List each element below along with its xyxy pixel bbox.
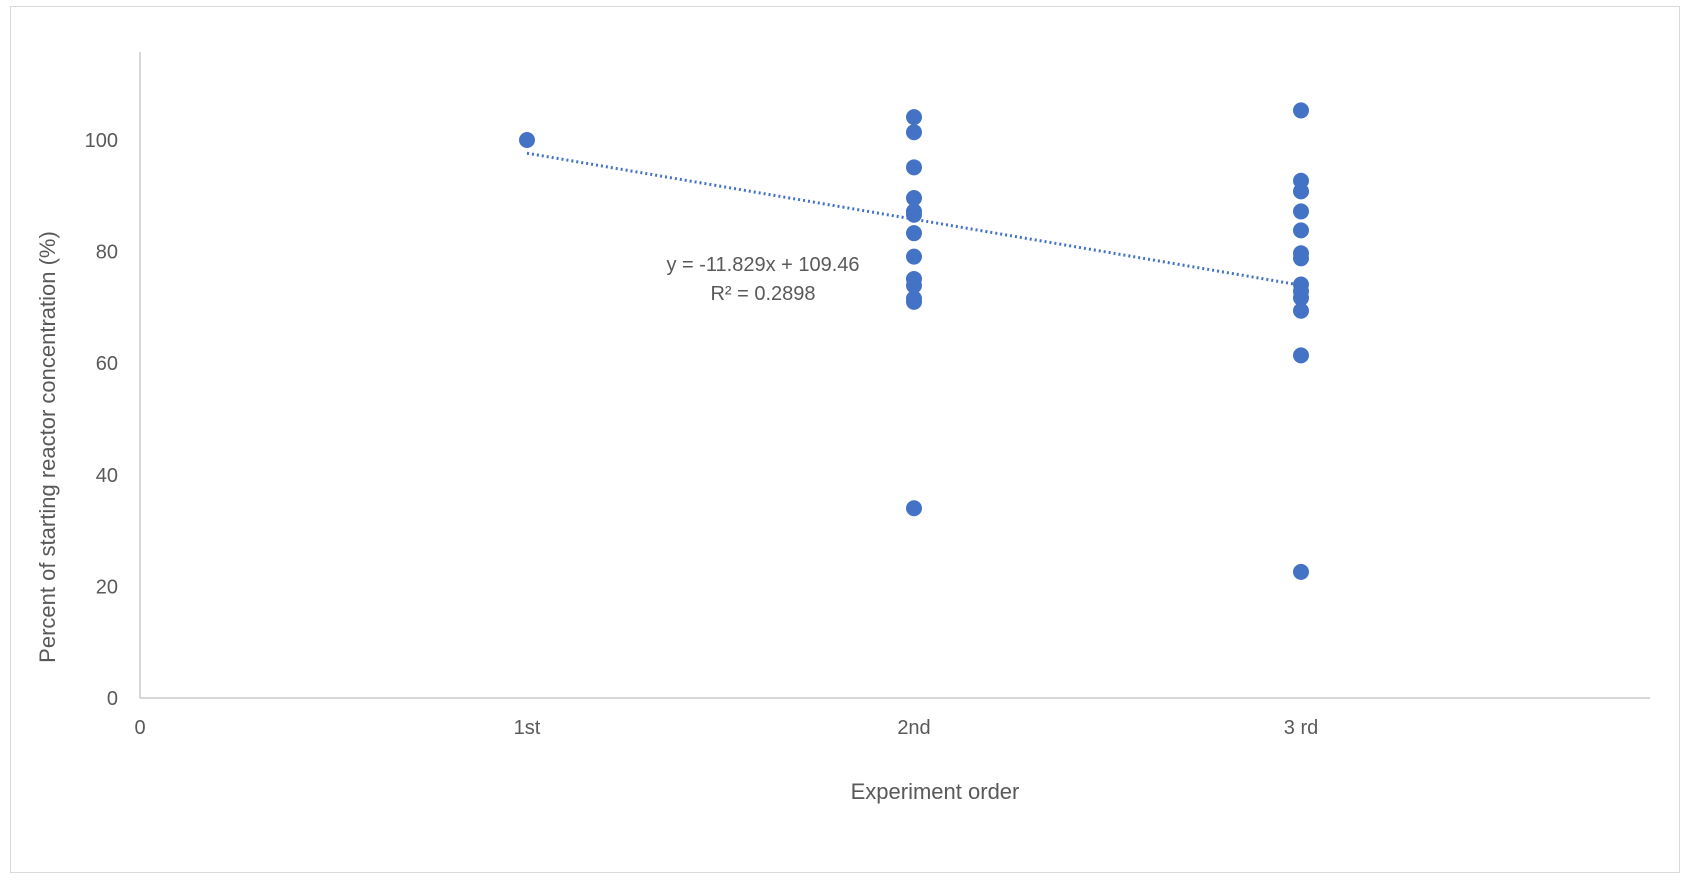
data-point: [906, 206, 922, 223]
x-tick-label: 3 rd: [1284, 717, 1318, 739]
data-point: [1293, 203, 1309, 220]
data-point: [1293, 563, 1309, 580]
data-point: [906, 293, 922, 310]
trendline-layer: [526, 151, 1302, 287]
trendline-equation: y = -11.829x + 109.46: [666, 254, 859, 276]
y-tick-label: 20: [96, 576, 118, 598]
data-point: [1293, 222, 1309, 239]
data-point: [906, 225, 922, 242]
trendline: [526, 151, 1302, 287]
y-tick-label: 100: [85, 130, 118, 152]
data-points: [519, 102, 1309, 580]
y-tick-label: 0: [107, 688, 118, 710]
x-tick-label: 0: [134, 717, 145, 739]
chart-border: [10, 6, 1680, 873]
data-point: [1293, 183, 1309, 200]
x-tick-label: 1st: [514, 717, 541, 739]
y-tick-label: 60: [96, 353, 118, 375]
data-point: [906, 190, 922, 207]
x-tick-label: 2nd: [897, 717, 930, 739]
trendline-r2: R² = 0.2898: [710, 283, 815, 305]
data-point: [906, 124, 922, 141]
x-axis-title: Experiment order: [851, 779, 1020, 804]
data-point: [519, 132, 535, 148]
data-point: [1293, 347, 1309, 364]
data-point: [906, 500, 922, 517]
y-axis-title: Percent of starting reactor concentratio…: [35, 231, 60, 663]
data-point: [906, 159, 922, 176]
data-point: [1293, 102, 1309, 119]
y-tick-label: 80: [96, 242, 118, 264]
data-point: [1293, 302, 1309, 319]
data-point: [906, 248, 922, 265]
y-tick-label: 40: [96, 465, 118, 487]
axes: 0 20 40 60 80 100 0 1st 2nd 3 rd: [85, 52, 1650, 739]
data-point: [1293, 250, 1309, 267]
data-point: [906, 109, 922, 126]
labels: y = -11.829x + 109.46 R² = 0.2898 Experi…: [35, 231, 1019, 804]
